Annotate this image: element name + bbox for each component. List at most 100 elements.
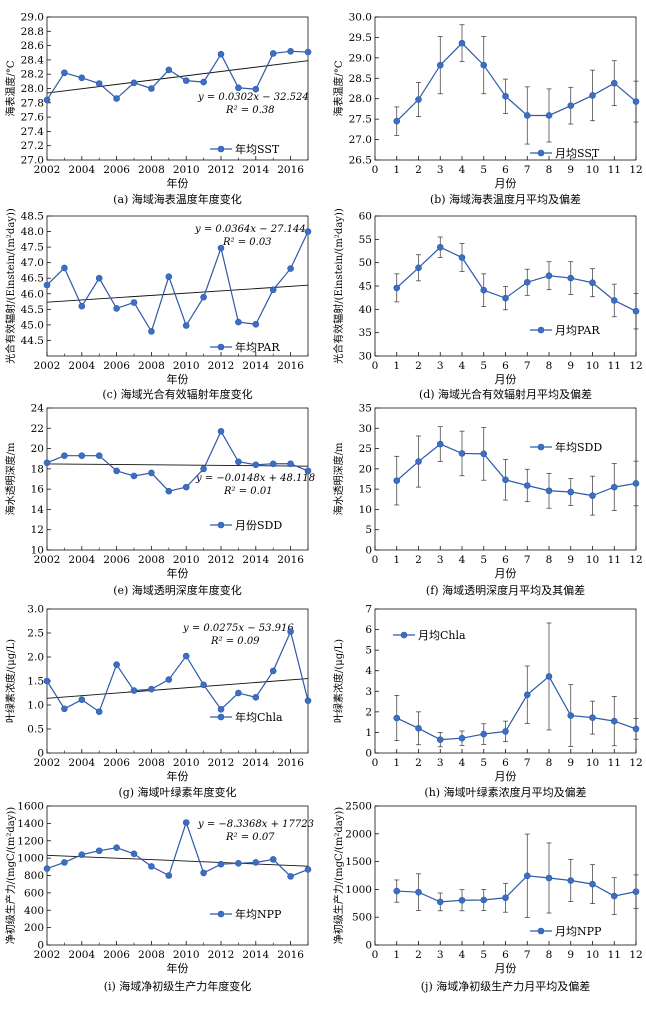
data-point	[545, 673, 553, 680]
y-tick-label: 1600	[17, 801, 44, 813]
data-point	[567, 712, 575, 719]
data-point	[632, 98, 640, 105]
data-point	[567, 488, 575, 496]
data-point	[523, 278, 531, 286]
x-tick-label: 3	[437, 554, 444, 566]
data-point	[43, 865, 51, 872]
x-tick-label: 2016	[277, 360, 304, 372]
y-tick-label: 1.5	[27, 676, 44, 688]
y-tick-label: 18	[31, 463, 44, 475]
data-point	[436, 61, 444, 69]
y-tick-label: 2	[365, 706, 372, 718]
y-tick-label: 1500	[345, 856, 372, 868]
y-tick-label: 45.0	[21, 319, 44, 331]
x-tick-label: 6	[502, 164, 509, 176]
x-tick-label: 5	[480, 554, 487, 566]
data-point	[567, 102, 575, 109]
x-tick-label: 2016	[277, 949, 304, 961]
y-axis-label: 光合有效辐射/(Einstein/(m²day))	[4, 208, 17, 364]
legend: 月均NPP	[530, 925, 602, 938]
legend: 年均SDD	[530, 440, 602, 454]
x-tick-label: 5	[480, 164, 487, 176]
y-tick-label: 3	[365, 686, 372, 698]
data-point	[458, 254, 466, 261]
y-tick-label: 28.2	[21, 69, 44, 81]
data-point	[436, 440, 444, 448]
y-tick-label: 0	[37, 940, 44, 952]
x-tick-label: 2016	[277, 757, 304, 769]
data-point	[480, 61, 488, 69]
legend: 月均PAR	[530, 324, 600, 337]
legend: 月均Chla	[393, 629, 466, 642]
x-tick-label: 2006	[103, 554, 130, 566]
chart-caption: (g) 海域叶绿素年度变化	[118, 785, 236, 799]
legend-label: 年均NPP	[235, 907, 282, 921]
y-tick-label: 35	[359, 327, 372, 339]
data-point	[252, 694, 260, 701]
data-point	[235, 84, 242, 92]
data-point	[415, 96, 422, 103]
data-point	[61, 452, 68, 459]
data-point	[480, 450, 488, 458]
data-point	[304, 48, 312, 56]
x-tick-label: 2006	[103, 360, 130, 372]
data-point	[632, 725, 640, 733]
series-line	[46, 430, 309, 492]
data-point	[458, 450, 466, 457]
x-tick-label: 12	[629, 554, 642, 566]
x-axis-label: 年份	[167, 961, 189, 975]
y-tick-label: 29.5	[349, 32, 372, 44]
y-tick-label: 0	[37, 748, 44, 760]
x-tick-label: 0	[372, 554, 379, 566]
x-tick-label: 6	[502, 554, 509, 566]
data-point	[610, 79, 618, 87]
chart-caption: (j) 海域净初级生产力月平均及偏差	[421, 979, 591, 993]
x-tick-label: 2010	[173, 949, 200, 961]
data-point	[113, 305, 120, 312]
y-tick-label: 1200	[17, 835, 44, 847]
y-tick-label: 25	[359, 443, 372, 455]
x-tick-label: 8	[546, 164, 553, 176]
x-tick-label: 9	[567, 554, 574, 566]
data-point	[252, 320, 260, 328]
data-point	[165, 872, 173, 879]
data-point	[610, 717, 618, 725]
x-tick-label: 10	[586, 949, 599, 961]
data-point	[545, 112, 553, 119]
y-tick-label: 27.5	[349, 114, 372, 126]
legend-label: 年均SST	[235, 142, 280, 156]
data-point	[589, 880, 596, 888]
legend-marker	[537, 443, 545, 451]
data-point	[148, 685, 155, 693]
data-point	[95, 452, 103, 459]
y-axis-label: 海水透明深度/m	[4, 442, 17, 515]
x-tick-label: 5	[480, 360, 487, 372]
x-tick-label: 1	[393, 360, 400, 372]
y-tick-label: 3.0	[27, 604, 44, 616]
y-tick-label: 29.0	[21, 12, 44, 24]
y-tick-label: 200	[24, 922, 44, 934]
x-tick-label: 2002	[34, 360, 61, 372]
x-tick-label: 2010	[173, 554, 200, 566]
x-tick-label: 0	[372, 949, 379, 961]
y-tick-label: 500	[352, 912, 372, 924]
x-tick-label: 2	[415, 949, 422, 961]
legend-marker	[537, 326, 545, 334]
y-axis-label: 海表温度/°C	[332, 60, 345, 116]
y-tick-label: 60	[359, 211, 372, 223]
y-tick-label: 600	[24, 887, 44, 899]
y-axis-label: 叶绿素浓度/(μg/L)	[332, 639, 345, 723]
chart-caption: (b) 海域海表温度月平均及偏差	[430, 192, 581, 206]
data-point	[632, 888, 640, 895]
x-tick-label: 9	[567, 164, 574, 176]
data-point	[182, 77, 190, 84]
series-line	[46, 820, 309, 878]
x-axis-label: 月份	[495, 962, 517, 975]
data-point	[61, 705, 68, 713]
y-tick-label: 47.5	[21, 242, 44, 254]
x-tick-label: 2008	[138, 757, 165, 769]
